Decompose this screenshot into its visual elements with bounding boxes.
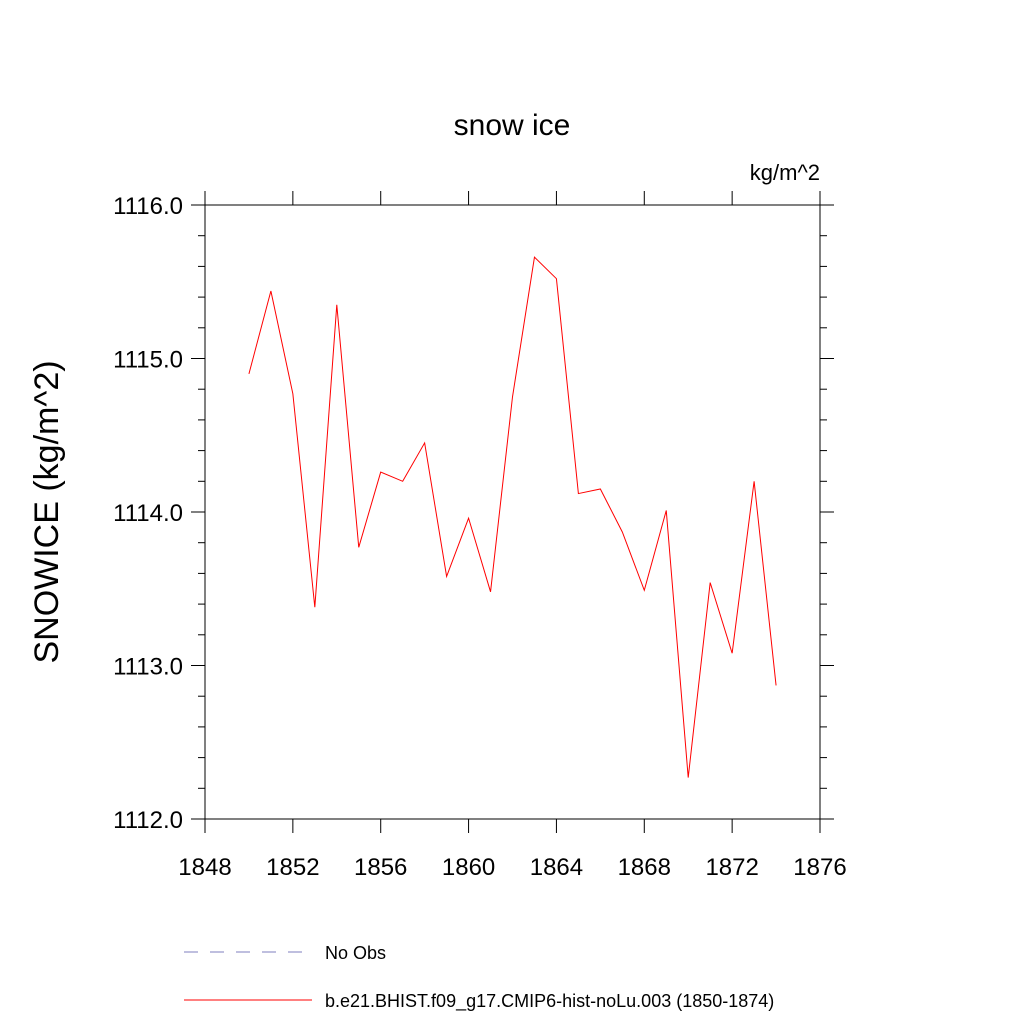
y-tick-label: 1115.0 — [113, 347, 183, 374]
x-tick-label: 1868 — [618, 854, 671, 881]
y-axis-ticks: 1112.0 1113.0 1114.0 1115.0 1116.0 — [113, 193, 834, 834]
x-tick-label: 1860 — [442, 854, 495, 881]
chart-title: snow ice — [454, 109, 571, 142]
y-tick-label: 1116.0 — [113, 193, 183, 220]
x-tick-label: 1848 — [178, 854, 231, 881]
x-tick-label: 1852 — [266, 854, 319, 881]
x-tick-label: 1876 — [793, 854, 846, 881]
x-tick-label: 1872 — [705, 854, 758, 881]
y-tick-label: 1113.0 — [113, 654, 183, 681]
y-tick-label: 1114.0 — [113, 500, 183, 527]
x-tick-label: 1864 — [530, 854, 583, 881]
legend: No Obs b.e21.BHIST.f09_g17.CMIP6-hist-noL… — [184, 943, 774, 1012]
legend-label: b.e21.BHIST.f09_g17.CMIP6-hist-noLu.003 … — [325, 991, 774, 1012]
y-tick-label: 1112.0 — [113, 807, 183, 834]
x-axis-ticks: 1848 1852 1856 1860 1864 1868 1872 1876 — [178, 191, 847, 881]
x-tick-label: 1856 — [354, 854, 407, 881]
plot-frame — [204, 204, 821, 820]
series-line — [248, 256, 777, 778]
series-layer — [248, 256, 777, 778]
units-label: kg/m^2 — [750, 160, 820, 185]
y-axis-label: SNOWICE (kg/m^2) — [28, 360, 66, 663]
legend-label: No Obs — [325, 943, 386, 963]
